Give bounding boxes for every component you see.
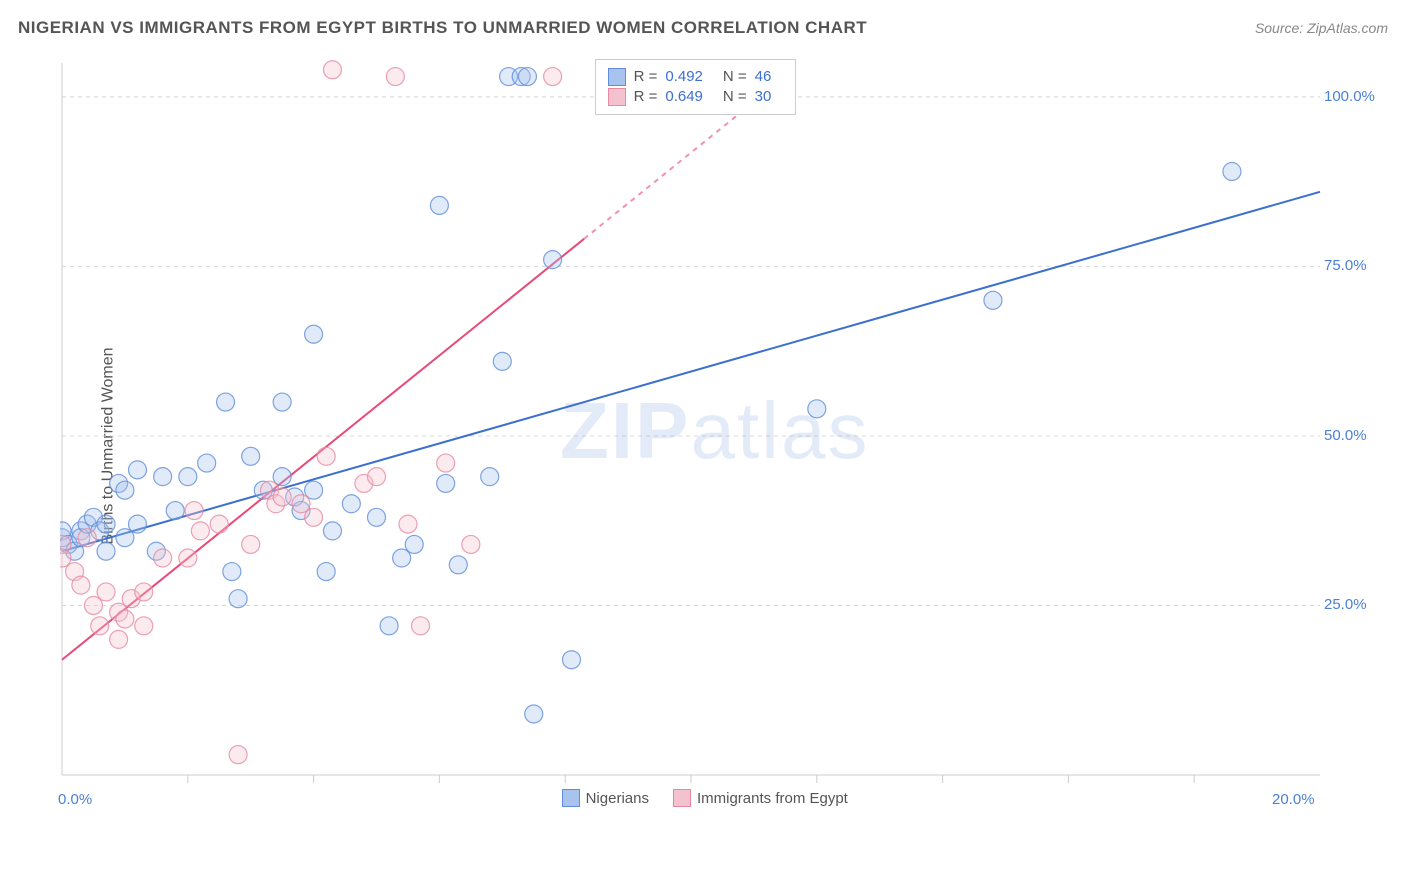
stat-R-value: 0.649 [665,88,703,105]
legend-item: Nigerians [562,789,649,807]
source-attribution: Source: ZipAtlas.com [1255,20,1388,36]
stat-R-label: R = [634,68,658,85]
y-tick-label: 75.0% [1324,257,1367,274]
legend-swatch [608,68,626,86]
series-legend: Nigerians Immigrants from Egypt [562,789,848,807]
y-tick-label: 100.0% [1324,88,1375,105]
stat-N-label: N = [723,88,747,105]
stats-legend-row: R = 0.492 N = 46 [608,68,784,86]
legend-swatch [562,789,580,807]
stats-legend-row: R = 0.649 N = 30 [608,88,784,106]
stat-N-value: 30 [755,88,772,105]
stat-N-value: 46 [755,68,772,85]
legend-swatch [673,789,691,807]
legend-swatch [608,88,626,106]
stat-R-value: 0.492 [665,68,703,85]
legend-item: Immigrants from Egypt [673,789,848,807]
y-tick-label: 50.0% [1324,427,1367,444]
x-tick-label: 20.0% [1272,791,1315,808]
scatter-chart-svg [60,55,1380,815]
chart-area: R = 0.492 N = 46 R = 0.649 N = 30 Nigerians Immi… [60,55,1380,815]
chart-title: NIGERIAN VS IMMIGRANTS FROM EGYPT BIRTHS… [18,18,867,38]
stat-N-label: N = [723,68,747,85]
stats-legend: R = 0.492 N = 46 R = 0.649 N = 30 [595,59,797,115]
y-tick-label: 25.0% [1324,596,1367,613]
legend-label: Nigerians [586,790,649,807]
x-tick-label: 0.0% [58,791,92,808]
legend-label: Immigrants from Egypt [697,790,848,807]
stat-R-label: R = [634,88,658,105]
